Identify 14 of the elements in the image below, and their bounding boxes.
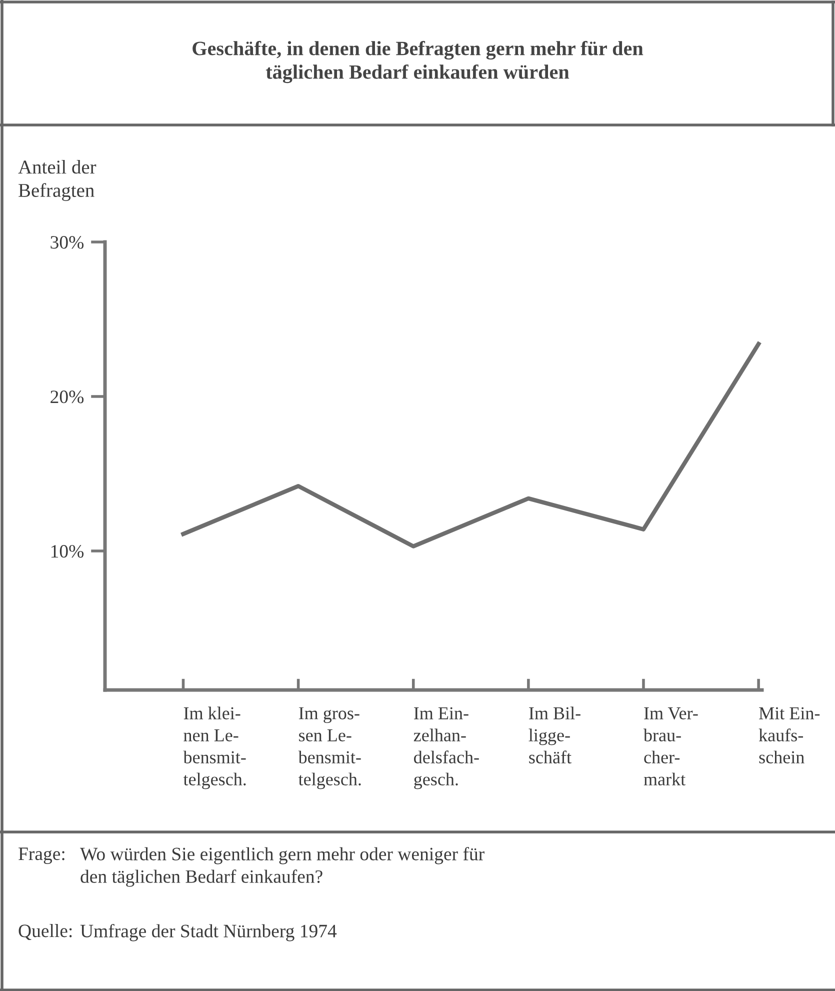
y-tick-label: 30% — [50, 236, 84, 249]
line-series — [181, 342, 761, 548]
y-axis-title: Anteil der Befragten — [18, 160, 96, 201]
x-tick-label: Im klei- nen Le- bensmit- telgesch. — [183, 706, 246, 790]
chart-title: Geschäfte, in denen die Befragten gern mehr für den täglichen Bedarf einkaufen würden — [192, 40, 644, 84]
x-tick-label: Im Ein- zelhan- delsfach- gesch. — [414, 707, 479, 790]
y-tick-label: 20% — [50, 390, 84, 404]
x-tick-label: Im Bil- ligge- schäft — [528, 706, 580, 764]
x-tick-label: Im Ver- brau- cher- markt — [643, 707, 698, 786]
y-tick-label: 10% — [51, 545, 84, 558]
text: Frage: Wo würden Sie eigentlich gern mehr oder weniger für den täglichen Bedarf einkaufen? — [18, 847, 484, 887]
x-tick-label: Mit Ein- kaufs- schein — [758, 707, 820, 764]
source-note: Quelle: Umfrage der Stadt Nürnberg 1974 — [18, 924, 337, 942]
x-tick-label: Im gros- sen Le- bensmit- telgesch. — [298, 707, 361, 790]
